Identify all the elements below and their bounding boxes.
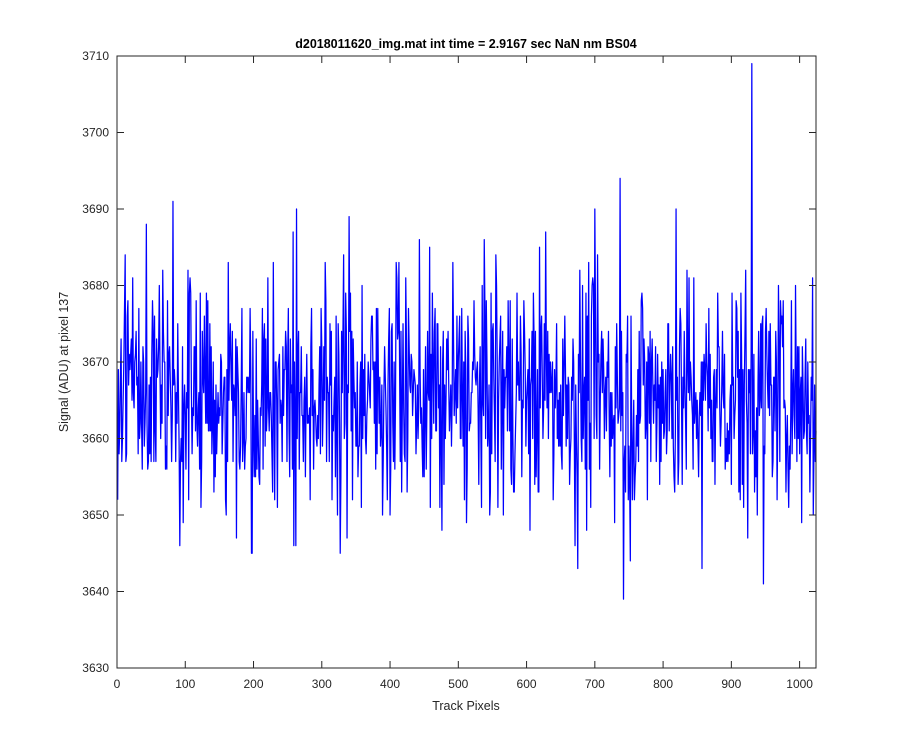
y-tick-label: 3710 — [82, 49, 109, 63]
y-tick-label: 3670 — [82, 355, 109, 369]
axes-layer: 0 100 200 300 400 500 600 700 800 900 1000 3630 3640… — [82, 49, 817, 691]
x-tick-label: 0 — [114, 677, 121, 691]
x-tick-label: 800 — [653, 677, 673, 691]
x-axis-label: Track Pixels — [432, 699, 500, 713]
x-tick-label: 700 — [585, 677, 605, 691]
y-tick-label: 3660 — [82, 432, 109, 446]
y-tick-label: 3650 — [82, 508, 109, 522]
x-tick-label: 300 — [312, 677, 332, 691]
y-tick-label: 3680 — [82, 279, 109, 293]
x-tick-label: 200 — [244, 677, 264, 691]
x-tick-label: 500 — [448, 677, 468, 691]
x-tick-label: 900 — [721, 677, 741, 691]
y-axis-label: Signal (ADU) at pixel 137 — [57, 292, 71, 432]
series-layer — [117, 63, 817, 600]
x-tick-label: 1000 — [786, 677, 813, 691]
series-line — [117, 63, 817, 600]
y-tick-label: 3700 — [82, 126, 109, 140]
plot-area — [117, 56, 816, 668]
y-tick-label: 3690 — [82, 202, 109, 216]
x-tick-label: 100 — [175, 677, 195, 691]
x-tick-label: 600 — [517, 677, 537, 691]
y-tick-label: 3640 — [82, 585, 109, 599]
y-tick-label: 3630 — [82, 661, 109, 675]
x-tick-label: 400 — [380, 677, 400, 691]
chart-title: d2018011620_img.mat int time = 2.9167 se… — [295, 37, 637, 51]
